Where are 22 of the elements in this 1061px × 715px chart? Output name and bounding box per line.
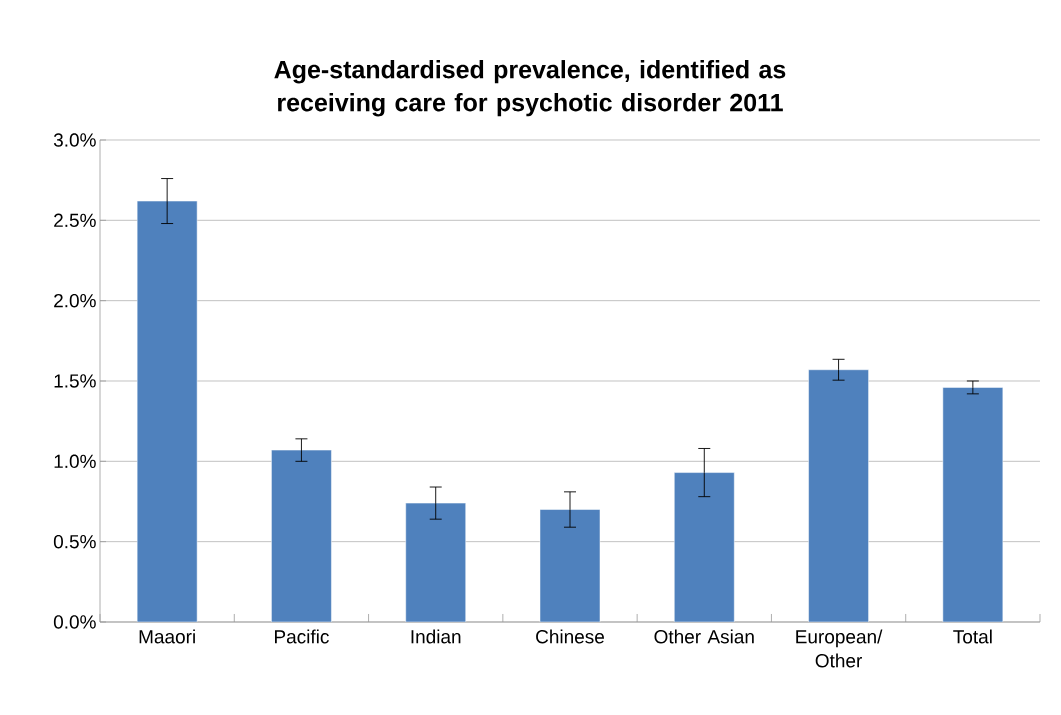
x-tick-label: Pacific (275, 629, 329, 644)
bar (136, 200, 198, 622)
y-tick-label: 2.5% (54, 213, 96, 228)
y-tick-label: 1.0% (54, 454, 96, 469)
bar (808, 369, 869, 622)
chart-title: Age-standardised prevalence, identified as receiving care for psychotic disorder 2011 (274, 60, 786, 117)
bar (674, 472, 735, 622)
x-tick-label: Indian (411, 629, 461, 644)
y-tick-label: 0.0% (53, 615, 96, 629)
x-tick-label: Other Asian (654, 629, 754, 644)
x-tick-label: European/ Other (796, 629, 883, 668)
y-tick-label: 1.5% (54, 374, 96, 388)
bar (942, 387, 1004, 622)
y-tick-label: 0.5% (53, 534, 96, 549)
bar (539, 509, 601, 622)
bar (271, 449, 332, 622)
bar (405, 502, 466, 622)
x-tick-label: Maaori (139, 629, 195, 644)
y-tick-label: 2.0% (54, 293, 96, 308)
x-tick-label: Chinese (536, 629, 604, 644)
y-tick-label: 3.0% (53, 133, 96, 147)
x-tick-label: Total (953, 629, 992, 644)
